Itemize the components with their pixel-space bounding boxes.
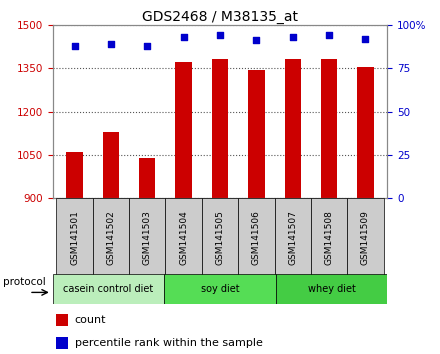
Bar (56, 314, 68, 326)
Text: GSM141505: GSM141505 (216, 210, 224, 265)
Point (289, 34, 296, 40)
Text: GSM141503: GSM141503 (143, 210, 152, 265)
Title: GDS2468 / M38135_at: GDS2468 / M38135_at (142, 10, 298, 24)
Text: GSM141508: GSM141508 (325, 210, 334, 265)
Text: GSM141502: GSM141502 (106, 210, 115, 264)
Text: protocol: protocol (3, 277, 45, 287)
Bar (321, 59, 337, 198)
Bar (93, 198, 129, 276)
Text: whey diet: whey diet (308, 284, 356, 295)
Bar (66, 152, 83, 198)
Point (180, 34, 187, 40)
Bar (56, 337, 68, 349)
Point (362, 36, 369, 41)
Point (71, 43, 78, 48)
Bar (357, 67, 374, 198)
Bar (212, 59, 228, 198)
Bar (276, 274, 387, 304)
Bar (165, 198, 202, 276)
Point (216, 32, 224, 38)
Point (144, 43, 151, 48)
Text: count: count (74, 315, 106, 325)
Point (107, 41, 114, 47)
Bar (103, 132, 119, 198)
Point (253, 38, 260, 43)
Bar (56, 198, 93, 276)
Bar (139, 158, 155, 198)
Text: percentile rank within the sample: percentile rank within the sample (74, 338, 262, 348)
Text: GSM141506: GSM141506 (252, 210, 261, 265)
Bar (238, 198, 275, 276)
Text: soy diet: soy diet (201, 284, 239, 295)
Text: GSM141509: GSM141509 (361, 210, 370, 265)
Bar (347, 198, 384, 276)
Bar (275, 198, 311, 276)
Point (326, 32, 333, 38)
Bar (129, 198, 165, 276)
Bar (164, 274, 276, 304)
Text: GSM141501: GSM141501 (70, 210, 79, 265)
Bar (202, 198, 238, 276)
Bar (53, 274, 164, 304)
Text: casein control diet: casein control diet (63, 284, 154, 295)
Bar (176, 62, 192, 198)
Text: GSM141507: GSM141507 (288, 210, 297, 265)
Bar (285, 59, 301, 198)
Bar (248, 70, 264, 198)
Bar (311, 198, 347, 276)
Text: GSM141504: GSM141504 (179, 210, 188, 264)
